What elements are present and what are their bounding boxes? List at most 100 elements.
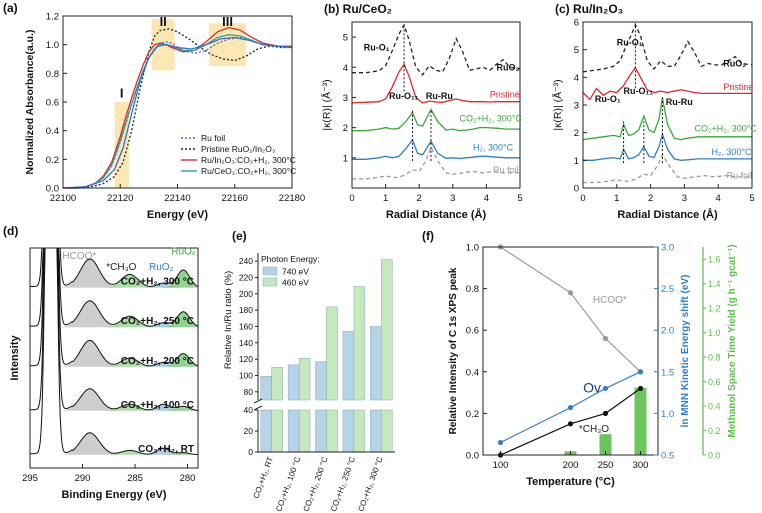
f-ytick-right1-label: 0.5 (661, 451, 674, 462)
b-ytick-label: 1 (343, 153, 348, 164)
e-break-mark (253, 405, 263, 411)
f-point (567, 404, 574, 411)
xanes-line-4 (62, 36, 293, 189)
d-xtick-label: 290 (75, 473, 91, 484)
b-exafs-line-3 (352, 138, 520, 160)
panel-c-label: (c) Ru/In₂O₃ (555, 2, 623, 16)
e-bar-740eV-upper (260, 376, 272, 401)
e-bar-740eV-upper (370, 326, 382, 401)
e-bar-460eV-upper (298, 358, 311, 401)
c-ytick-label: 0 (574, 184, 579, 195)
c-annotation: Ru foil (727, 170, 753, 180)
e-legend-swatch (262, 266, 278, 276)
region-label: III (222, 14, 233, 29)
xps-spectrum (30, 247, 199, 411)
panel-d-frame (29, 247, 199, 469)
c-xtick-label: 5 (749, 193, 754, 204)
e-ytick-label: 220 (239, 273, 253, 283)
e-break-mark (253, 398, 263, 404)
b-annotation: Ru-Ru (426, 91, 453, 101)
c-annotation: Ru-O₁ (617, 38, 643, 48)
c-ytick-label: 1 (574, 156, 579, 167)
b-ytick-label: 4 (343, 63, 348, 74)
f-ytick-right2-label: 1.6 (708, 255, 721, 265)
c-xtick-label: 3 (682, 193, 687, 204)
a-xtick-label: 22160 (222, 193, 248, 204)
b-annotation: H₂, 300°C (473, 142, 514, 152)
b-exafs-line-4 (352, 145, 520, 180)
c-annotation: Pristine (723, 82, 753, 92)
e-bar-460eV-lower (326, 409, 338, 453)
f-point (602, 410, 609, 416)
b-annotation: Pristine (490, 89, 520, 99)
f-annotation: Ov (583, 380, 601, 396)
f-line-HCOO (500, 246, 641, 373)
xps-component-RuOx (30, 270, 198, 288)
f-ytick-left-label: 0.4 (466, 367, 479, 378)
region-label: I (120, 86, 124, 101)
f-point (637, 385, 644, 392)
f-sty-bar (599, 434, 612, 455)
a-ytick-label: 0.8 (46, 69, 59, 80)
b-annotation: Ru-O₁ (364, 43, 390, 53)
b-ylabel: |κ(R)| (Å⁻³) (320, 79, 333, 130)
e-category-label: CO₂+H₂, 300 °C (356, 455, 384, 512)
e-bar-740eV-upper (287, 364, 300, 401)
c-xtick-label: 0 (580, 193, 585, 204)
f-ytick-right2-label: 1.2 (708, 304, 721, 314)
d-annotation: HCOO* (62, 251, 96, 262)
e-bar-460eV-lower (353, 409, 366, 453)
f-point (567, 290, 574, 296)
f-annotation: HCOO* (593, 295, 627, 306)
f-ytick-left-label: 0.2 (466, 409, 479, 420)
e-ytick-label: 200 (239, 289, 253, 299)
d-annotation: *CH₃O (106, 262, 136, 273)
a-ytick-label: 0.4 (46, 126, 59, 137)
f-point (602, 335, 609, 342)
f-point (637, 369, 644, 375)
e-category-label: CO₂+H₂, 250 °C (329, 455, 357, 512)
a-ytick-label: 0.2 (46, 155, 59, 166)
e-bar-460eV-lower (381, 409, 393, 453)
d-annotation: RuO₂ (149, 262, 174, 273)
b-annotation: Ru foil (493, 165, 519, 175)
f-ytick-right2-label: 0.0 (708, 451, 721, 461)
panel-e-label: (e) (232, 229, 247, 243)
a-xtick-label: 22180 (279, 193, 305, 204)
e-bar-740eV-lower (370, 409, 382, 453)
b-xlabel: Radial Distance (Å) (386, 208, 487, 221)
e-ytick-label: 100 (239, 371, 253, 381)
f-ytick-right1-label: 2.0 (661, 326, 674, 337)
panel-f-label: (f) (422, 229, 434, 243)
c-exafs-line-3 (583, 131, 752, 161)
d-xlabel: Binding Energy (eV) (61, 489, 166, 501)
a-legend-label: Pristine RuO₂/In₂O₃ (201, 144, 275, 154)
xps-component-RuOx (30, 311, 198, 328)
f-line-CH3O (500, 387, 641, 456)
b-exafs-line-2 (352, 108, 520, 132)
xps-component-RuO2 (30, 283, 198, 288)
c-xtick-label: 2 (648, 193, 653, 204)
c-ytick-label: 6 (574, 18, 579, 29)
xps-component-RuO2 (30, 362, 198, 367)
f-xtick-label: 200 (563, 460, 579, 471)
b-annotation: CO₂+H₂, 300°C (460, 114, 523, 124)
b-xtick-label: 0 (349, 193, 354, 204)
region-label: II (160, 14, 167, 29)
f-point (602, 385, 609, 392)
a-ytick-label: 1.0 (46, 40, 59, 51)
xps-spectrum-label: CO₂+H₂, 200 °C (121, 356, 194, 367)
f-ytick-left-label: 0.0 (466, 451, 479, 462)
d-xtick-label: 285 (127, 473, 143, 484)
e-axis-break (254, 400, 399, 410)
e-bar-740eV-lower (342, 409, 355, 453)
c-ytick-label: 5 (574, 45, 579, 56)
f-ytick-right2-label: 0.8 (708, 353, 721, 363)
xps-component-RuO2 (30, 322, 198, 328)
xps-spectrum-label: CO₂+H₂, 250 °C (121, 316, 194, 327)
xanes-line-2 (63, 26, 292, 189)
f-ytick-right2-label: 0.4 (708, 402, 721, 412)
f-ytick-right1-label: 1.5 (661, 367, 674, 378)
e-ytick-label: 120 (239, 354, 253, 364)
